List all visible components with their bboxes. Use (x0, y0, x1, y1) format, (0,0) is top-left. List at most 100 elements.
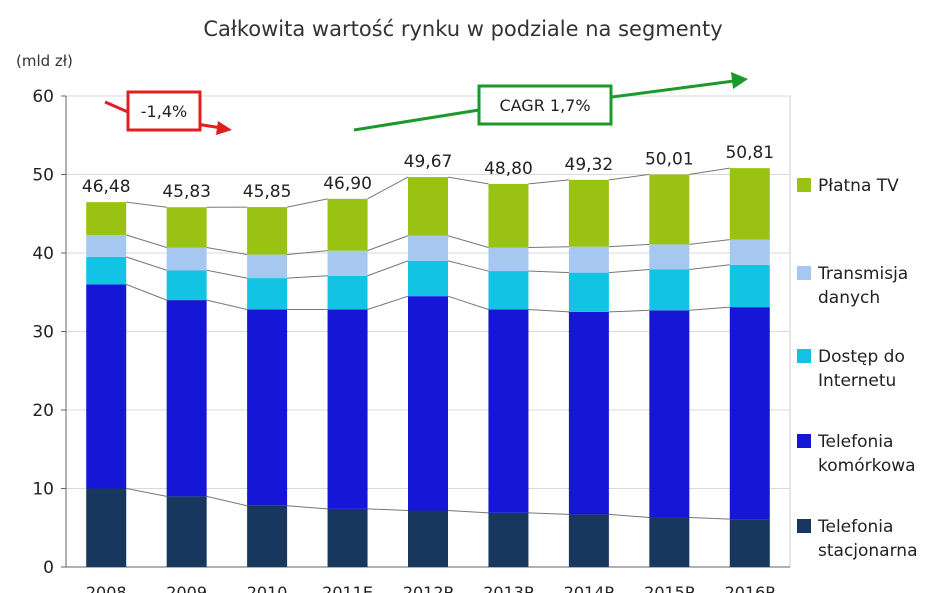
segment-connector (126, 283, 167, 301)
bar-total-label: 49,32 (565, 155, 614, 175)
legend-swatch (797, 434, 811, 448)
bar-segment (649, 174, 690, 245)
legend-swatch (797, 266, 811, 280)
legend-swatch (797, 349, 811, 363)
bar-segment (166, 496, 207, 567)
bar-segment (247, 309, 288, 506)
segment-connector (206, 299, 248, 311)
segment-connector (126, 488, 167, 497)
segment-connector (689, 517, 730, 520)
bar-total-label: 45,83 (162, 182, 211, 202)
segment-connector (689, 239, 730, 245)
segment-connector-lines (126, 167, 730, 520)
y-tick-label: 60 (32, 87, 54, 107)
bar-total-label: 45,85 (243, 182, 292, 202)
bar-segment (247, 278, 288, 310)
legend-label: Transmisja (817, 264, 908, 284)
segment-connector (447, 176, 489, 185)
segment-connector (528, 246, 569, 249)
legend-swatch (797, 178, 811, 192)
segment-connector (287, 250, 328, 256)
bar-total-labels: 46,48 45,83 45,85 46,90 49,67 48,80 49,32 50,01… (82, 143, 774, 202)
segment-connector (206, 269, 248, 279)
legend-label: Telefonia (817, 517, 893, 537)
chart-title: Całkowita wartość rynku w podziale na se… (203, 17, 722, 41)
bar-segment (649, 517, 690, 567)
x-tick-label: 2013P (483, 583, 534, 593)
bar-segment (408, 296, 448, 511)
cagr-arrow-line-right (611, 79, 735, 99)
cagr-arrow-line-left (353, 108, 480, 132)
bar-segment (488, 512, 529, 567)
segment-connector (126, 234, 167, 248)
segment-connector (528, 309, 569, 313)
y-tick-label: 10 (32, 480, 54, 500)
segment-connector (447, 509, 489, 514)
bar-segment (568, 179, 609, 247)
bar-segment (408, 177, 448, 236)
segment-connector (689, 264, 730, 270)
bar-segment (488, 183, 529, 248)
bar-segment (729, 519, 770, 567)
x-tick-label: 2015P (644, 583, 695, 593)
y-tick-label: 30 (32, 323, 54, 343)
bar-segment (327, 275, 368, 310)
cagr-arrow-head (731, 72, 748, 89)
segment-connector (608, 268, 650, 274)
segment-connector (608, 513, 650, 519)
segment-connector (367, 176, 409, 200)
segment-connector (126, 256, 167, 271)
decline-label: -1,4% (141, 102, 187, 121)
y-axis-unit-label: (mld zł) (16, 52, 73, 70)
bar-segment (247, 505, 288, 567)
y-tick-label: 40 (32, 244, 54, 264)
segment-connector (528, 270, 569, 274)
bar-segment (327, 250, 368, 276)
segment-connector (608, 173, 650, 181)
legend-label: komórkowa (818, 456, 916, 476)
legend-label: Telefonia (817, 432, 893, 452)
bar-total-label: 48,80 (484, 159, 533, 179)
segment-connector (367, 235, 409, 252)
bar-segment (247, 207, 288, 255)
series-4 (86, 168, 770, 255)
segment-connector (447, 260, 489, 272)
bar-segment (729, 264, 770, 308)
decline-arrow-head (216, 121, 232, 135)
bar-segment (327, 508, 368, 567)
y-tick-label: 50 (32, 166, 54, 186)
segment-connector (367, 260, 409, 277)
segment-connector (689, 167, 730, 175)
segment-connector (206, 247, 248, 256)
bar-segment (568, 246, 609, 273)
bar-total-label: 49,67 (404, 152, 453, 172)
segment-connector (287, 198, 328, 208)
bar-segment (488, 309, 529, 513)
series-2 (86, 256, 770, 312)
decline-arrow-start (104, 100, 129, 114)
legend-item: Telefonia stacjonarna (797, 517, 918, 561)
bar-segment (247, 254, 288, 279)
cagr-label: CAGR 1,7% (499, 96, 590, 115)
y-tick-label: 20 (32, 401, 54, 421)
bar-segment (86, 284, 127, 489)
bar-segment (408, 235, 448, 261)
x-tick-label: 2014P (564, 583, 615, 593)
legend-label: Internetu (818, 371, 896, 391)
x-tick-label: 2010 (247, 583, 288, 593)
x-tick-label: 2016P (725, 583, 776, 593)
bar-segment (327, 309, 368, 509)
bar-segment (649, 269, 690, 311)
bar-segment (166, 300, 207, 497)
segment-connector (126, 201, 167, 208)
segment-connector (287, 505, 328, 510)
x-tick-label: 2009 (166, 583, 207, 593)
series-0 (86, 488, 770, 567)
y-tick-label: 0 (43, 558, 54, 578)
bar-total-label: 50,01 (645, 149, 694, 169)
legend-label: Płatna TV (818, 176, 899, 196)
cagr-annotation: CAGR 1,7% (353, 72, 748, 132)
x-tick-label: 2008 (86, 583, 127, 593)
bar-segment (649, 244, 690, 270)
